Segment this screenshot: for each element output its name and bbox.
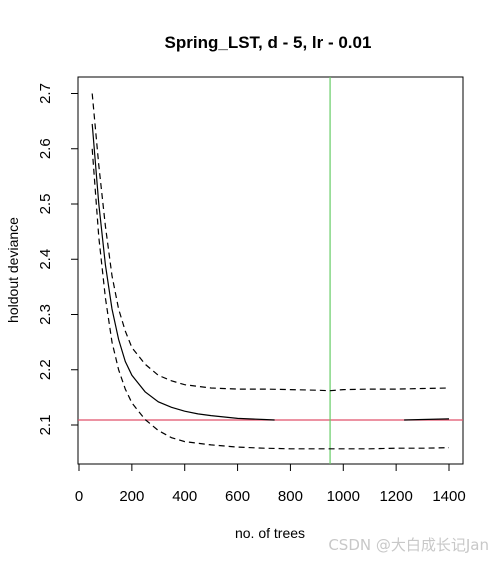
y-tick-label: 2.1: [37, 415, 54, 436]
solid-series-line: [91, 123, 275, 421]
y-axis-label: holdout deviance: [5, 217, 21, 323]
x-tick-label: 0: [75, 488, 83, 505]
y-tick-label: 2.5: [37, 194, 54, 215]
x-tick-label: 1400: [432, 488, 465, 505]
x-tick-label: 800: [278, 488, 303, 505]
series-group: [91, 93, 450, 450]
reference-lines: [78, 77, 463, 464]
x-tick-label: 200: [119, 488, 144, 505]
dashed-series-line: [91, 93, 450, 392]
y-axis: 2.1 2.2 2.3 2.4 2.5 2.6 2.7: [37, 83, 79, 436]
dashed-series-line: [91, 148, 450, 450]
x-axis: 0 200 400 600 800 1000 1200 1400: [75, 463, 466, 505]
y-tick-label: 2.4: [37, 249, 54, 270]
watermark: CSDN @大白成长记Jan: [328, 536, 489, 554]
chart-title: Spring_LST, d - 5, lr - 0.01: [165, 33, 372, 52]
plot-frame: [77, 76, 464, 465]
x-tick-label: 600: [225, 488, 250, 505]
y-tick-label: 2.2: [37, 359, 54, 380]
x-tick-label: 400: [172, 488, 197, 505]
x-axis-label: no. of trees: [235, 525, 305, 541]
y-tick-label: 2.6: [37, 138, 54, 159]
x-tick-label: 1200: [379, 488, 412, 505]
x-tick-label: 1000: [327, 488, 360, 505]
y-tick-label: 2.3: [37, 304, 54, 325]
solid-series-line: [404, 418, 450, 421]
y-tick-label: 2.7: [37, 83, 54, 104]
